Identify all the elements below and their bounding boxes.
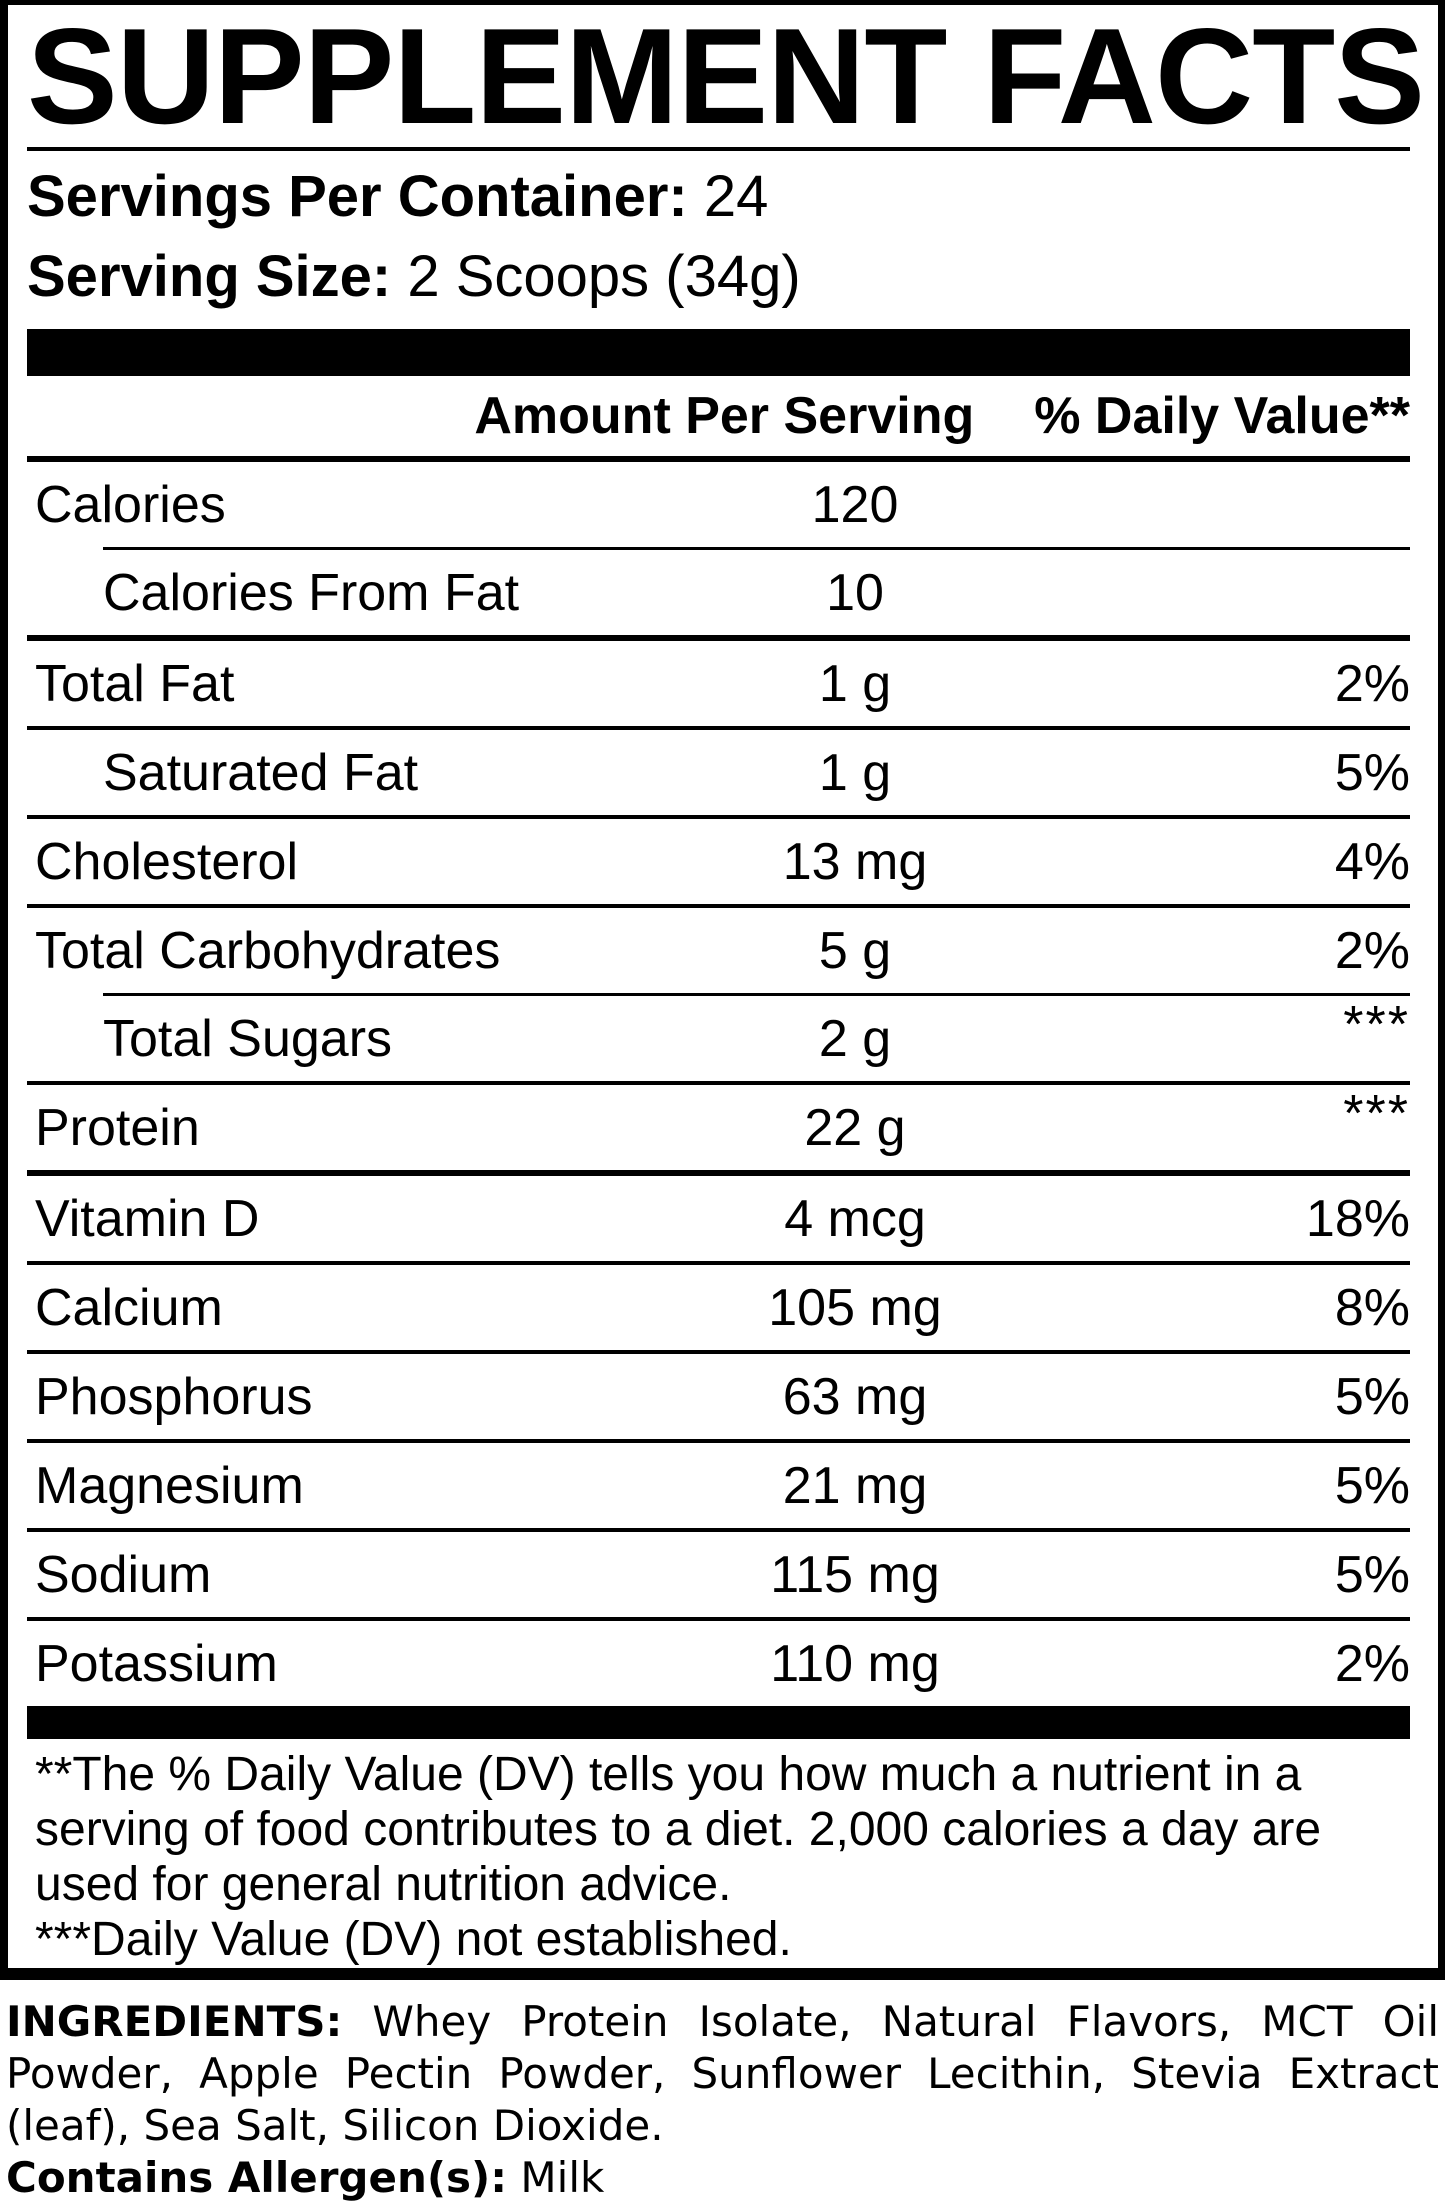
nutrient-amount: 22 g (804, 1098, 906, 1157)
amount-per-serving-header: Amount Per Serving (474, 387, 975, 445)
nutrient-rows: Calories 120 Calories From Fat 10 Total … (27, 456, 1410, 1706)
nutrient-row: Protein 22 g *** (27, 1085, 1410, 1170)
row-separator (27, 1617, 1410, 1621)
divider-bar-top (27, 329, 1410, 376)
nutrient-row: Calcium 105 mg 8% (27, 1265, 1410, 1350)
table-header: Amount Per Serving % Daily Value** (27, 376, 1410, 456)
nutrient-row: Saturated Fat 1 g 5% (27, 730, 1410, 815)
nutrient-name: Total Carbohydrates (35, 921, 501, 980)
nutrient-amount: 105 mg (768, 1278, 942, 1337)
nutrient-row: Sodium 115 mg 5% (27, 1532, 1410, 1617)
row-separator (103, 547, 1410, 550)
allergen-label: Contains Allergen(s): (6, 2153, 508, 2202)
nutrient-daily-value: 4% (1334, 832, 1410, 891)
nutrient-daily-value: 5% (1334, 1456, 1410, 1515)
allergen-value: Milk (520, 2153, 605, 2202)
servings-per-container-value: 24 (703, 164, 769, 229)
footnote-line: **The % Daily Value (DV) tells you how m… (35, 1748, 1302, 1801)
nutrient-amount: 120 (811, 475, 899, 534)
row-separator (27, 1081, 1410, 1085)
nutrient-row: Cholesterol 13 mg 4% (27, 819, 1410, 904)
ingredients-label: INGREDIENTS: (6, 1997, 343, 2046)
nutrient-daily-value: 5% (1334, 743, 1410, 802)
nutrient-name: Saturated Fat (103, 743, 419, 802)
nutrient-amount: 63 mg (782, 1367, 928, 1426)
nutrient-name: Cholesterol (35, 832, 299, 891)
nutrient-name: Sodium (35, 1545, 212, 1604)
panel-title: SUPPLEMENT FACTS (27, 0, 1425, 152)
serving-info: Servings Per Container: 24 Serving Size:… (27, 151, 1410, 317)
row-separator (27, 1350, 1410, 1354)
nutrient-amount: 21 mg (782, 1456, 928, 1515)
footnote-line: ***Daily Value (DV) not established. (35, 1913, 792, 1966)
nutrient-name: Vitamin D (35, 1189, 260, 1248)
nutrient-amount: 2 g (818, 1009, 892, 1068)
nutrient-daily-value: 18% (1305, 1189, 1410, 1248)
row-separator (27, 1528, 1410, 1532)
footnote-line: serving of food contributes to a diet. 2… (35, 1803, 1322, 1856)
serving-size-label: Serving Size: (27, 244, 392, 309)
nutrient-name: Calcium (35, 1278, 223, 1337)
nutrient-row: Vitamin D 4 mcg 18% (27, 1176, 1410, 1261)
nutrient-amount: 1 g (818, 654, 892, 713)
nutrient-row: Total Sugars 2 g *** (27, 996, 1410, 1081)
supplement-facts-panel: SUPPLEMENT FACTS Servings Per Container:… (0, 0, 1445, 1980)
nutrient-daily-value: *** (1343, 995, 1410, 1054)
ingredients-paragraph: INGREDIENTS: Whey Protein Isolate, Natur… (6, 1996, 1439, 2152)
nutrient-daily-value: 5% (1334, 1367, 1410, 1426)
nutrient-daily-value: 2% (1334, 654, 1410, 713)
nutrient-daily-value: 8% (1334, 1278, 1410, 1337)
nutrient-name: Calories From Fat (103, 563, 520, 622)
nutrient-row: Total Fat 1 g 2% (27, 641, 1410, 726)
servings-per-container: Servings Per Container: 24 (27, 157, 1410, 237)
row-separator (27, 1261, 1410, 1265)
footnote-line: used for general nutrition advice. (35, 1858, 732, 1911)
nutrient-row: Phosphorus 63 mg 5% (27, 1354, 1410, 1439)
nutrient-daily-value: 5% (1334, 1545, 1410, 1604)
row-separator (27, 904, 1410, 908)
divider-bar-bottom (27, 1706, 1410, 1739)
nutrient-name: Calories (35, 475, 226, 534)
nutrient-name: Phosphorus (35, 1367, 313, 1426)
nutrient-name: Protein (35, 1098, 200, 1157)
servings-per-container-label: Servings Per Container: (27, 164, 688, 229)
nutrient-name: Total Sugars (103, 1009, 393, 1068)
nutrient-daily-value: *** (1343, 1084, 1410, 1143)
nutrient-amount: 4 mcg (784, 1189, 926, 1248)
ingredients-text: Whey Protein Isolate, Natural Flavors, M… (6, 1997, 1439, 2150)
nutrient-name: Total Fat (35, 654, 235, 713)
nutrient-amount: 1 g (818, 743, 892, 802)
nutrient-amount: 115 mg (770, 1545, 940, 1604)
title-rule (27, 147, 1410, 151)
daily-value-header: % Daily Value** (1034, 387, 1410, 445)
nutrient-row: Magnesium 21 mg 5% (27, 1443, 1410, 1528)
row-separator (103, 993, 1410, 996)
nutrient-row: Calories From Fat 10 (27, 550, 1410, 635)
nutrient-name: Potassium (35, 1634, 278, 1693)
footnote: **The % Daily Value (DV) tells you how m… (27, 1739, 1410, 1967)
row-separator (27, 815, 1410, 819)
row-separator (27, 456, 1410, 462)
row-separator (27, 1439, 1410, 1443)
nutrient-row: Total Carbohydrates 5 g 2% (27, 908, 1410, 993)
nutrient-amount: 13 mg (782, 832, 928, 891)
serving-size-value: 2 Scoops (34g) (407, 244, 801, 309)
allergen-line: Contains Allergen(s): Milk (6, 2152, 1439, 2204)
nutrient-daily-value: 2% (1334, 921, 1410, 980)
nutrient-row: Calories 120 (27, 462, 1410, 547)
row-separator (27, 1170, 1410, 1176)
nutrient-daily-value: 2% (1334, 1634, 1410, 1693)
nutrient-amount: 110 mg (770, 1634, 940, 1693)
row-separator (27, 726, 1410, 730)
nutrient-name: Magnesium (35, 1456, 304, 1515)
row-separator (27, 635, 1410, 641)
nutrient-row: Potassium 110 mg 2% (27, 1621, 1410, 1706)
nutrient-amount: 5 g (818, 921, 892, 980)
nutrient-amount: 10 (826, 563, 884, 622)
serving-size: Serving Size: 2 Scoops (34g) (27, 237, 1410, 317)
